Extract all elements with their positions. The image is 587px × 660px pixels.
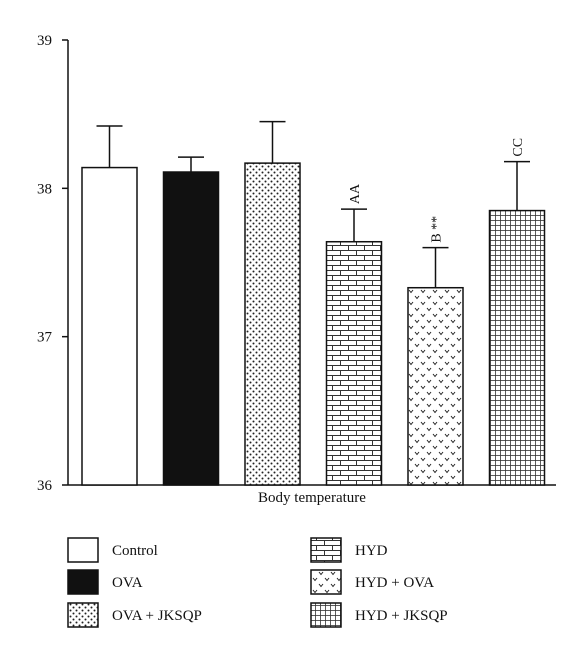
y-tick-label: 36 [37,478,53,494]
legend: Control OVA OVA + JKSQP HYD HYD + OVA HYD + J… [67,537,448,628]
legend-label: OVA + JKSQP [112,608,202,624]
bar-ova-jksqp [244,162,301,486]
legend-swatch [310,569,342,595]
legend-swatch [67,602,99,628]
legend-swatch [67,569,99,595]
significance-label: AA [348,183,363,204]
legend-label: Control [112,543,158,559]
bar-ova [162,171,220,486]
legend-label: HYD + OVA [355,575,434,591]
legend-swatch [310,537,342,563]
legend-swatch [310,602,342,628]
significance-label: B ** [430,216,445,243]
legend-label: OVA [112,575,143,591]
y-tick-label: 39 [37,33,52,49]
significance-label: CC [511,138,526,157]
legend-label: HYD + JKSQP [355,608,448,624]
legend-swatch [67,537,99,563]
legend-label: HYD [355,543,388,559]
bar-hyd [325,240,383,486]
bar-control [81,166,138,486]
bars: AA B ** CC [81,120,546,486]
y-ticks: 36 37 38 39 [37,33,68,494]
x-axis-label: Body temperature [258,490,366,506]
bar-hyd-jksqp [488,209,546,486]
y-tick-label: 37 [37,330,53,346]
bar-hyd-ova [407,286,464,486]
y-tick-label: 38 [37,181,52,197]
